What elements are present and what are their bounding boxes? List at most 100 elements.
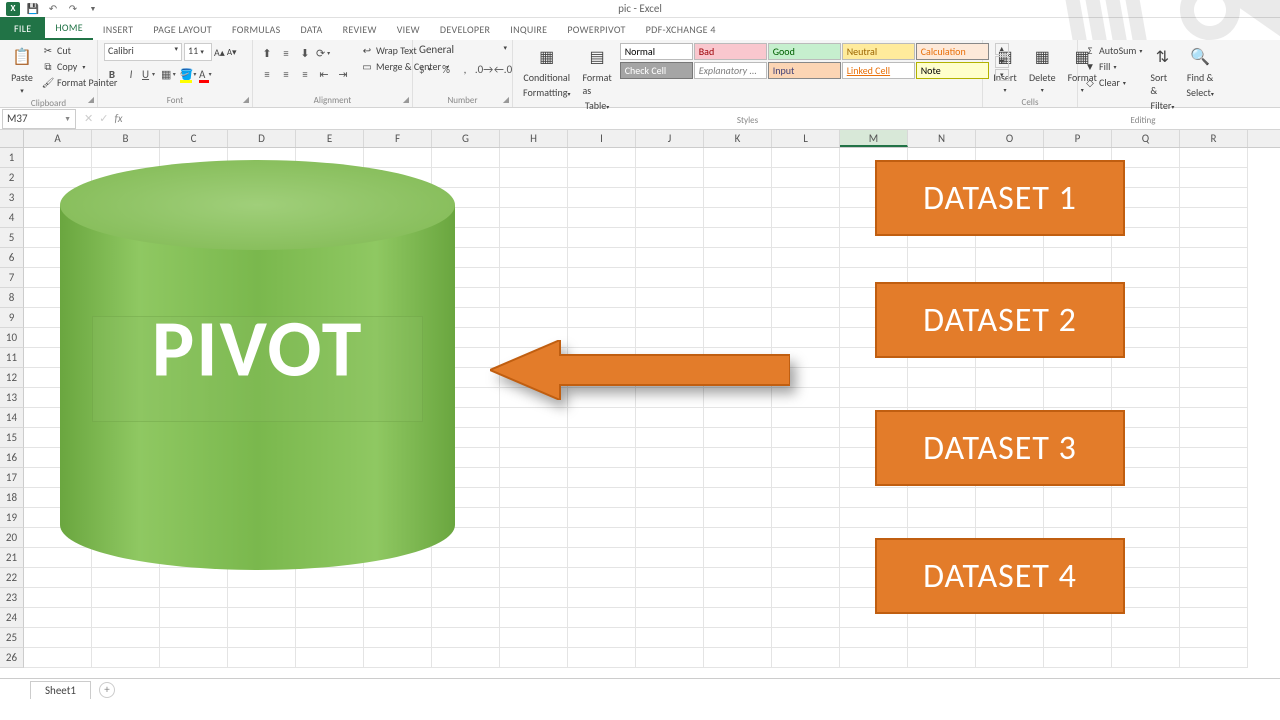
cell[interactable] (160, 328, 228, 348)
cell[interactable] (160, 228, 228, 248)
cell[interactable] (24, 408, 92, 428)
cell[interactable] (24, 228, 92, 248)
fx-icon[interactable]: fx (114, 112, 122, 125)
italic-button[interactable]: I (123, 66, 139, 82)
cell[interactable] (500, 248, 568, 268)
cell[interactable] (296, 268, 364, 288)
cell[interactable] (568, 388, 636, 408)
cell[interactable] (364, 588, 432, 608)
cell[interactable] (1112, 608, 1180, 628)
grow-font-icon[interactable]: A▴ (214, 46, 225, 59)
cell[interactable] (432, 268, 500, 288)
cell[interactable] (296, 288, 364, 308)
delete-cells-button[interactable]: ▦Delete▾ (1025, 43, 1060, 96)
cell[interactable] (92, 268, 160, 288)
select-all-corner[interactable] (0, 130, 24, 147)
cell[interactable] (296, 368, 364, 388)
cell[interactable] (1044, 388, 1112, 408)
cell[interactable] (1112, 408, 1180, 428)
cell[interactable] (772, 268, 840, 288)
row-header[interactable]: 5 (0, 228, 24, 248)
cell[interactable] (1180, 528, 1248, 548)
cell[interactable] (840, 208, 908, 228)
cell[interactable] (908, 368, 976, 388)
cell[interactable] (1112, 548, 1180, 568)
cell[interactable] (228, 208, 296, 228)
cell[interactable] (24, 568, 92, 588)
cell[interactable] (568, 408, 636, 428)
cell[interactable] (976, 188, 1044, 208)
cell[interactable] (500, 208, 568, 228)
cell[interactable] (976, 168, 1044, 188)
cell[interactable] (1112, 568, 1180, 588)
alignment-launcher-icon[interactable]: ◢ (403, 95, 409, 105)
cell[interactable] (568, 248, 636, 268)
cell[interactable] (772, 568, 840, 588)
paste-button[interactable]: 📋 Paste ▾ (6, 43, 38, 97)
dec-decimal-icon[interactable]: ←.0 (495, 61, 511, 77)
cell[interactable] (92, 328, 160, 348)
cell[interactable] (704, 388, 772, 408)
cell[interactable] (976, 648, 1044, 668)
cell[interactable] (92, 588, 160, 608)
cell[interactable] (500, 428, 568, 448)
cell[interactable] (92, 248, 160, 268)
cell[interactable] (772, 488, 840, 508)
cell[interactable] (840, 188, 908, 208)
cell[interactable] (228, 168, 296, 188)
row-header[interactable]: 14 (0, 408, 24, 428)
cell[interactable] (92, 488, 160, 508)
cell[interactable] (704, 168, 772, 188)
row-header[interactable]: 17 (0, 468, 24, 488)
cell[interactable] (364, 548, 432, 568)
cell[interactable] (1044, 328, 1112, 348)
cell[interactable] (1112, 208, 1180, 228)
cell[interactable] (1180, 488, 1248, 508)
cell[interactable] (160, 348, 228, 368)
cell[interactable] (840, 228, 908, 248)
cell[interactable] (160, 288, 228, 308)
cell[interactable] (908, 568, 976, 588)
cell[interactable] (92, 508, 160, 528)
font-size-select[interactable]: 11 ▾ (184, 43, 212, 61)
row-header[interactable]: 12 (0, 368, 24, 388)
cell[interactable] (568, 488, 636, 508)
cell[interactable] (228, 408, 296, 428)
cell[interactable] (500, 328, 568, 348)
cell[interactable] (568, 348, 636, 368)
cell[interactable] (1180, 248, 1248, 268)
cell[interactable] (1180, 548, 1248, 568)
cell[interactable] (500, 528, 568, 548)
cell[interactable] (160, 148, 228, 168)
cell[interactable] (908, 468, 976, 488)
cell[interactable] (1180, 308, 1248, 328)
cell[interactable] (364, 328, 432, 348)
cell[interactable] (24, 448, 92, 468)
tab-page-layout[interactable]: PAGE LAYOUT (143, 19, 222, 40)
cell[interactable] (296, 328, 364, 348)
cell[interactable] (1044, 528, 1112, 548)
row-header[interactable]: 8 (0, 288, 24, 308)
cell[interactable] (772, 248, 840, 268)
cell[interactable] (364, 268, 432, 288)
cell[interactable] (976, 348, 1044, 368)
cell[interactable] (1044, 508, 1112, 528)
cell[interactable] (908, 588, 976, 608)
cell[interactable] (976, 148, 1044, 168)
cell[interactable] (908, 268, 976, 288)
cell[interactable] (568, 448, 636, 468)
cell[interactable] (500, 148, 568, 168)
cell[interactable] (364, 428, 432, 448)
column-header[interactable]: H (500, 130, 568, 147)
cell[interactable] (976, 548, 1044, 568)
align-left-icon[interactable]: ≡ (259, 66, 275, 82)
cell[interactable] (636, 468, 704, 488)
cell[interactable] (772, 228, 840, 248)
row-header[interactable]: 25 (0, 628, 24, 648)
cell[interactable] (1180, 368, 1248, 388)
cell[interactable] (364, 188, 432, 208)
cell[interactable] (160, 528, 228, 548)
cell[interactable] (228, 568, 296, 588)
cell[interactable] (228, 288, 296, 308)
cell[interactable] (772, 528, 840, 548)
